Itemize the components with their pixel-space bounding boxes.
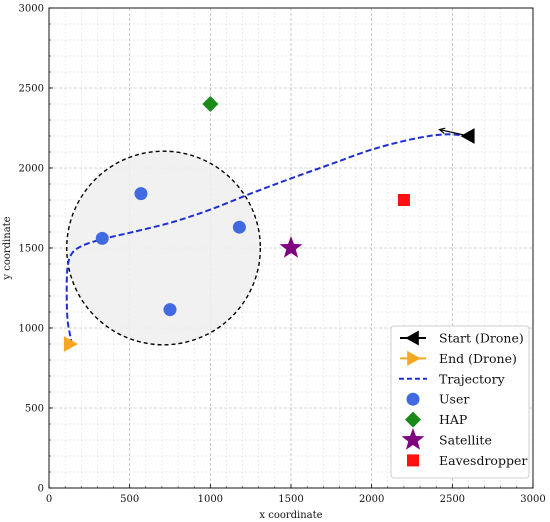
legend-item-satellite: Satellite — [401, 428, 492, 450]
legend-label: End (Drone) — [439, 351, 517, 366]
x-tick-label: 500 — [120, 494, 139, 505]
legend-eavesdropper-icon — [407, 454, 419, 467]
y-tick-label: 2000 — [19, 164, 44, 175]
y-tick-label: 500 — [25, 404, 44, 415]
satellite-marker — [279, 236, 303, 258]
trajectory-line — [65, 133, 469, 343]
legend-hap-icon — [405, 411, 421, 428]
legend: Start (Drone) End (Drone) Trajectory User HA… — [390, 325, 530, 479]
user-marker — [163, 303, 177, 317]
hap-marker — [202, 96, 219, 112]
y-tick-label: 1500 — [19, 244, 44, 255]
legend-end-icon — [407, 350, 421, 366]
y-tick-label: 1000 — [19, 324, 44, 335]
x-axis-label: x coordinate — [259, 510, 322, 521]
legend-item-start: Start (Drone) — [400, 331, 524, 346]
start-direction-arrowhead — [438, 127, 446, 134]
axis-ticks: 0 500 1000 1500 2000 2500 3000 0 500 1000 1500 2000… — [19, 4, 546, 506]
user-marker — [134, 187, 148, 201]
legend-item-end: End (Drone) — [400, 351, 517, 366]
y-axis-label: y coordinate — [2, 216, 13, 280]
coverage-circle — [66, 150, 262, 346]
x-tick-label: 2500 — [440, 494, 465, 505]
y-tick-label: 0 — [38, 484, 44, 495]
x-tick-label: 1500 — [278, 494, 303, 505]
start-drone-marker — [460, 128, 475, 144]
legend-box — [390, 325, 530, 479]
legend-label: Trajectory — [439, 371, 506, 386]
legend-label: Eavesdropper — [439, 453, 527, 468]
x-tick-label: 3000 — [520, 494, 545, 505]
x-tick-label: 2000 — [359, 494, 384, 505]
x-tick-label: 1000 — [198, 494, 223, 505]
y-tick-label: 3000 — [19, 4, 44, 15]
legend-item-eavesdropper: Eavesdropper — [407, 453, 527, 468]
user-marker — [95, 231, 109, 245]
coverage-area — [66, 150, 262, 346]
y-tick-label: 2500 — [19, 84, 44, 95]
legend-satellite-icon — [401, 428, 425, 450]
legend-item-trajectory: Trajectory — [399, 371, 506, 386]
legend-label: User — [439, 392, 469, 407]
legend-item-user: User — [406, 392, 469, 407]
legend-label: Satellite — [439, 433, 492, 448]
legend-label: Start (Drone) — [439, 331, 524, 346]
legend-start-icon — [405, 330, 419, 346]
eavesdropper-marker — [397, 194, 410, 206]
markers-layer — [63, 96, 475, 352]
legend-label: HAP — [439, 412, 467, 427]
legend-item-hap: HAP — [405, 411, 467, 428]
legend-user-icon — [406, 392, 420, 406]
end-drone-marker — [63, 336, 79, 352]
user-marker — [232, 220, 246, 234]
x-tick-label: 0 — [46, 494, 52, 505]
